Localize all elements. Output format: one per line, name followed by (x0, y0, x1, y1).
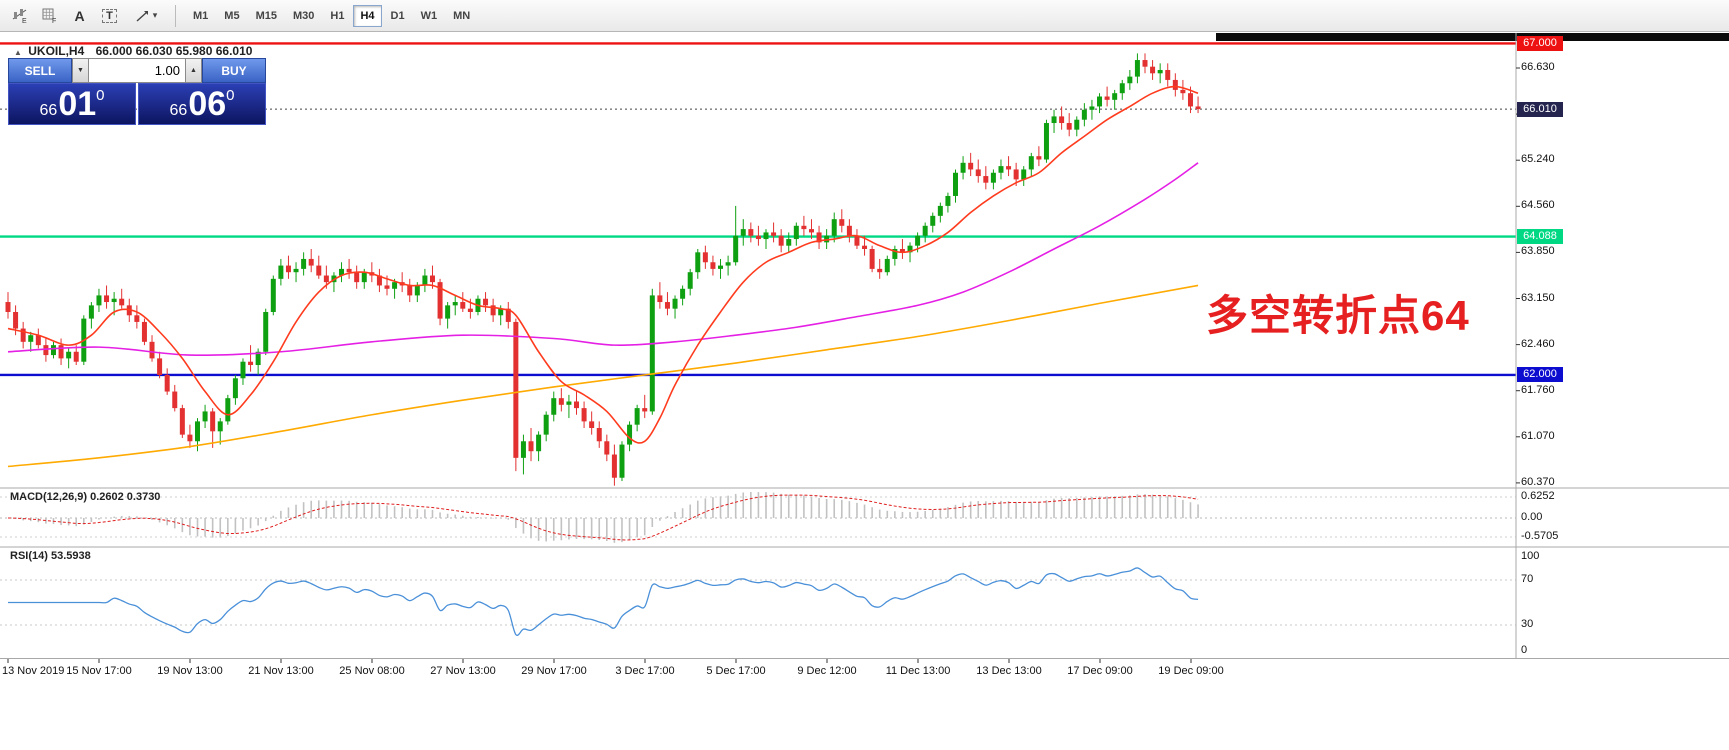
price-line-badge-64.088[interactable]: 64.088 (1517, 229, 1563, 245)
time-axis-label: 15 Nov 17:00 (66, 665, 132, 677)
lot-decrease-button[interactable]: ▼ (72, 58, 89, 83)
svg-text:E: E (22, 18, 27, 24)
rsi-line (7, 567, 1199, 636)
rsi-axis-label: 0 (1521, 644, 1528, 656)
tf-button-w1[interactable]: W1 (414, 5, 445, 27)
toolbar-divider (175, 4, 176, 27)
rsi-axis-label: 30 (1521, 618, 1534, 630)
tf-button-d1[interactable]: D1 (384, 5, 412, 27)
macd-axis-label: 0.00 (1521, 511, 1543, 523)
top-toolbar: E F A T ▾ M1 M5 M15 M30 H1 H4 D1 W1 MN (0, 0, 1729, 32)
time-axis-label: 29 Nov 17:00 (521, 665, 587, 677)
price-axis-label: 63.850 (1521, 245, 1555, 258)
price-axis-label: 64.560 (1521, 199, 1555, 212)
letter-t-glyph: T (102, 8, 117, 23)
lot-increase-button[interactable]: ▲ (185, 58, 202, 83)
top-dark-strip (1216, 33, 1729, 41)
tf-button-h4[interactable]: H4 (353, 4, 382, 27)
rsi-axis-label: 100 (1521, 550, 1540, 562)
grid-icon[interactable]: F (36, 4, 63, 28)
ma-line-slow (7, 284, 1199, 468)
dropdown-caret-icon: ▾ (152, 10, 158, 20)
timeframe-button-group: M1 M5 M15 M30 H1 H4 D1 W1 MN (185, 4, 478, 27)
trade-prices-row: 66 01 0 66 06 0 (8, 83, 266, 125)
price-axis-label: 66.630 (1521, 61, 1555, 73)
rsi-axis-label: 70 (1521, 573, 1534, 585)
macd-axis-label: -0.5705 (1521, 530, 1559, 542)
tf-button-mn[interactable]: MN (446, 5, 477, 27)
time-axis-label: 13 Dec 13:00 (976, 665, 1042, 677)
macd-histogram (14, 492, 1199, 543)
sell-price-pips: 01 (58, 85, 97, 123)
time-axis-label: 25 Nov 08:00 (339, 665, 405, 677)
ma-line-fast (7, 85, 1199, 444)
macd-axis-label: 0.6252 (1521, 490, 1555, 502)
tf-button-m5[interactable]: M5 (217, 5, 246, 27)
time-axis-label: 13 Nov 2019 (2, 665, 65, 677)
letter-a-glyph: A (74, 7, 85, 24)
tf-button-m15[interactable]: M15 (249, 5, 284, 27)
time-axis-label: 3 Dec 17:00 (615, 665, 675, 677)
macd-signal-line (7, 494, 1199, 541)
time-axis-label: 19 Nov 13:00 (157, 665, 223, 677)
tf-button-m30[interactable]: M30 (286, 5, 321, 27)
time-axis-label: 17 Dec 09:00 (1067, 665, 1133, 677)
price-line-badge-62.000[interactable]: 62.000 (1517, 367, 1563, 383)
tf-button-h1[interactable]: H1 (323, 5, 351, 27)
time-axis-label: 19 Dec 09:00 (1158, 665, 1224, 677)
macd-indicator-label: MACD(12,26,9) 0.2602 0.3730 (10, 491, 161, 503)
time-axis-label: 9 Dec 12:00 (797, 665, 857, 677)
textbox-tool-icon[interactable]: T (96, 4, 123, 28)
price-axis-label: 61.760 (1521, 383, 1555, 396)
tf-button-m1[interactable]: M1 (186, 5, 215, 27)
buy-price-main: 66 (169, 102, 188, 119)
buy-price-display[interactable]: 66 06 0 (138, 83, 266, 125)
text-tool-icon[interactable]: A (66, 4, 93, 28)
price-axis-label: 63.150 (1521, 291, 1555, 304)
ma-line-medium (7, 162, 1199, 357)
rsi-indicator-label: RSI(14) 53.5938 (10, 550, 91, 562)
annotation-text: 多空转折点64 (1206, 292, 1470, 339)
time-axis-label: 21 Nov 13:00 (248, 665, 314, 677)
buy-button[interactable]: BUY (202, 58, 266, 83)
sell-price-display[interactable]: 66 01 0 (8, 83, 136, 125)
price-axis-label: 60.370 (1521, 475, 1555, 488)
chart-symbol-label: UKOIL,H4 (28, 44, 85, 58)
buy-price-sup: 0 (226, 87, 235, 104)
title-marker-icon: ▲ (14, 48, 22, 57)
chart-title: ▲ UKOIL,H4 66.000 66.030 65.980 66.010 (14, 44, 252, 58)
price-line-badge-66.010[interactable]: 66.010 (1517, 101, 1563, 117)
sell-price-sup: 0 (96, 87, 105, 104)
chart-ohlc-values: 66.000 66.030 65.980 66.010 (95, 44, 253, 58)
price-axis-label: 61.070 (1521, 429, 1555, 442)
trade-controls-row: SELL ▼ ▲ BUY (8, 58, 266, 83)
buy-price-pips: 06 (188, 85, 227, 123)
indicator-chart-icon[interactable]: E (6, 4, 33, 28)
price-axis-label: 65.240 (1521, 153, 1555, 166)
sell-price-main: 66 (39, 102, 58, 119)
price-axis-label: 62.460 (1521, 337, 1555, 350)
time-axis-label: 27 Nov 13:00 (430, 665, 496, 677)
draw-tools-icon[interactable]: ▾ (126, 4, 166, 28)
svg-text:F: F (52, 18, 56, 24)
price-line-badge-67.000[interactable]: 67.000 (1517, 35, 1563, 51)
time-axis-label: 11 Dec 13:00 (885, 665, 951, 677)
lot-size-input[interactable] (89, 58, 185, 83)
time-axis-label: 5 Dec 17:00 (706, 665, 766, 677)
sell-button[interactable]: SELL (8, 58, 72, 83)
